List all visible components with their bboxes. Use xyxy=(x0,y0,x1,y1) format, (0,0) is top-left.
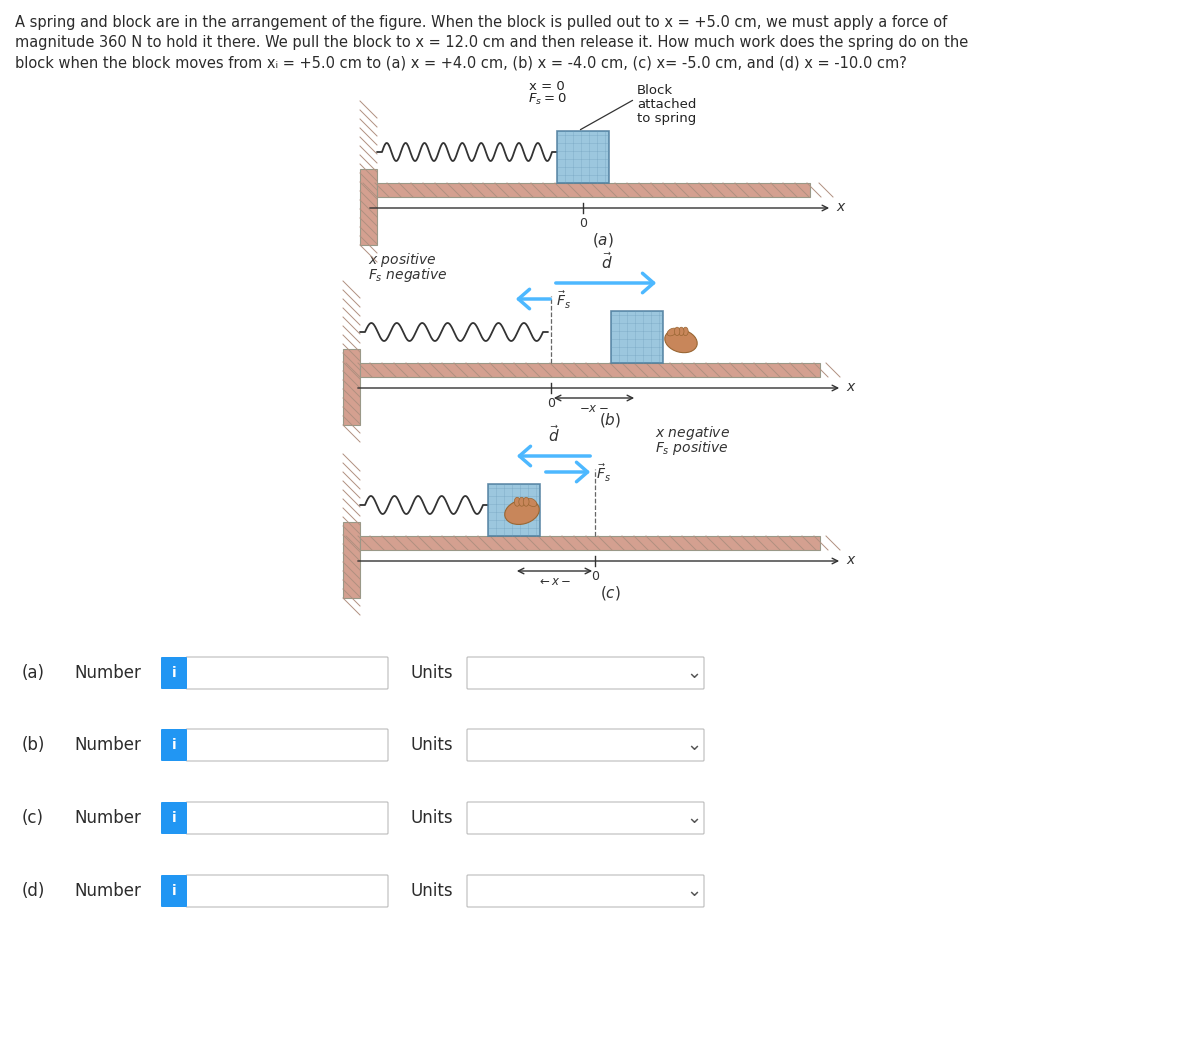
Bar xyxy=(377,183,810,197)
Text: x: x xyxy=(846,380,854,394)
Bar xyxy=(557,131,610,183)
Text: i: i xyxy=(172,811,176,825)
Ellipse shape xyxy=(523,497,529,506)
Text: $\vec{F}_s$: $\vec{F}_s$ xyxy=(556,290,571,310)
Text: Number: Number xyxy=(74,809,140,827)
FancyBboxPatch shape xyxy=(161,657,187,689)
Text: block when the block moves from xᵢ = +5.0 cm to (a) x = +4.0 cm, (b) x = -4.0 cm: block when the block moves from xᵢ = +5.… xyxy=(14,55,907,70)
Text: ⌄: ⌄ xyxy=(686,664,702,682)
Text: $-x-$: $-x-$ xyxy=(580,402,608,415)
Ellipse shape xyxy=(665,329,697,352)
FancyBboxPatch shape xyxy=(186,657,388,689)
Text: x: x xyxy=(846,553,854,567)
FancyBboxPatch shape xyxy=(467,729,704,761)
FancyBboxPatch shape xyxy=(161,729,187,761)
Bar xyxy=(360,536,820,550)
Text: $(b)$: $(b)$ xyxy=(599,411,622,428)
Text: (b): (b) xyxy=(22,736,46,754)
Ellipse shape xyxy=(683,327,689,335)
FancyBboxPatch shape xyxy=(186,729,388,761)
Text: $\vec{d}$: $\vec{d}$ xyxy=(601,251,613,272)
Text: $F_s$ positive: $F_s$ positive xyxy=(655,439,728,457)
Text: x: x xyxy=(836,200,845,214)
Text: x = 0: x = 0 xyxy=(529,80,565,93)
Ellipse shape xyxy=(679,327,684,335)
FancyBboxPatch shape xyxy=(467,875,704,907)
Bar xyxy=(377,121,810,183)
Text: $(a)$: $(a)$ xyxy=(592,231,614,249)
Text: $\leftarrow x-$: $\leftarrow x-$ xyxy=(536,574,571,588)
Text: 0: 0 xyxy=(592,570,599,583)
Ellipse shape xyxy=(667,328,677,335)
Bar xyxy=(360,474,820,536)
Text: i: i xyxy=(172,884,176,898)
Text: $\vec{F}_s$: $\vec{F}_s$ xyxy=(596,462,611,484)
Text: Block: Block xyxy=(637,84,673,97)
Text: ⌄: ⌄ xyxy=(686,882,702,900)
Text: (d): (d) xyxy=(22,882,46,900)
Text: $(c)$: $(c)$ xyxy=(600,584,620,602)
Text: Units: Units xyxy=(410,882,452,900)
Text: Number: Number xyxy=(74,882,140,900)
Bar xyxy=(343,349,360,425)
Text: $F_s = 0$: $F_s = 0$ xyxy=(528,92,566,107)
Text: Units: Units xyxy=(410,736,452,754)
Text: to spring: to spring xyxy=(637,112,696,125)
FancyBboxPatch shape xyxy=(186,802,388,834)
Text: Units: Units xyxy=(410,664,452,682)
FancyBboxPatch shape xyxy=(161,802,187,834)
Bar xyxy=(360,300,820,363)
Text: 0: 0 xyxy=(580,217,587,230)
Text: ⌄: ⌄ xyxy=(686,736,702,754)
Bar xyxy=(488,484,540,536)
Text: 0: 0 xyxy=(547,397,554,411)
FancyBboxPatch shape xyxy=(186,875,388,907)
Text: Number: Number xyxy=(74,664,140,682)
FancyBboxPatch shape xyxy=(161,875,187,907)
Bar xyxy=(360,363,820,377)
Text: attached: attached xyxy=(637,98,696,111)
Text: $x$ positive: $x$ positive xyxy=(368,251,437,269)
Text: $F_s$ negative: $F_s$ negative xyxy=(368,266,448,284)
Bar xyxy=(611,311,662,363)
Text: ⌄: ⌄ xyxy=(686,809,702,827)
Text: Units: Units xyxy=(410,809,452,827)
FancyBboxPatch shape xyxy=(467,657,704,689)
Bar xyxy=(343,522,360,598)
Bar xyxy=(360,169,377,245)
Ellipse shape xyxy=(674,327,680,335)
Text: (c): (c) xyxy=(22,809,44,827)
Ellipse shape xyxy=(518,497,524,506)
Text: $x$ negative: $x$ negative xyxy=(655,424,730,442)
Text: $\vec{d}$: $\vec{d}$ xyxy=(548,424,560,445)
FancyBboxPatch shape xyxy=(467,802,704,834)
Text: (a): (a) xyxy=(22,664,46,682)
Ellipse shape xyxy=(527,498,536,507)
Text: magnitude 360 N to hold it there. We pull the block to x = 12.0 cm and then rele: magnitude 360 N to hold it there. We pul… xyxy=(14,35,968,50)
Text: i: i xyxy=(172,738,176,752)
Ellipse shape xyxy=(515,497,520,506)
Text: A spring and block are in the arrangement of the figure. When the block is pulle: A spring and block are in the arrangemen… xyxy=(14,15,947,30)
Ellipse shape xyxy=(505,499,539,525)
Text: i: i xyxy=(172,665,176,680)
Text: Number: Number xyxy=(74,736,140,754)
